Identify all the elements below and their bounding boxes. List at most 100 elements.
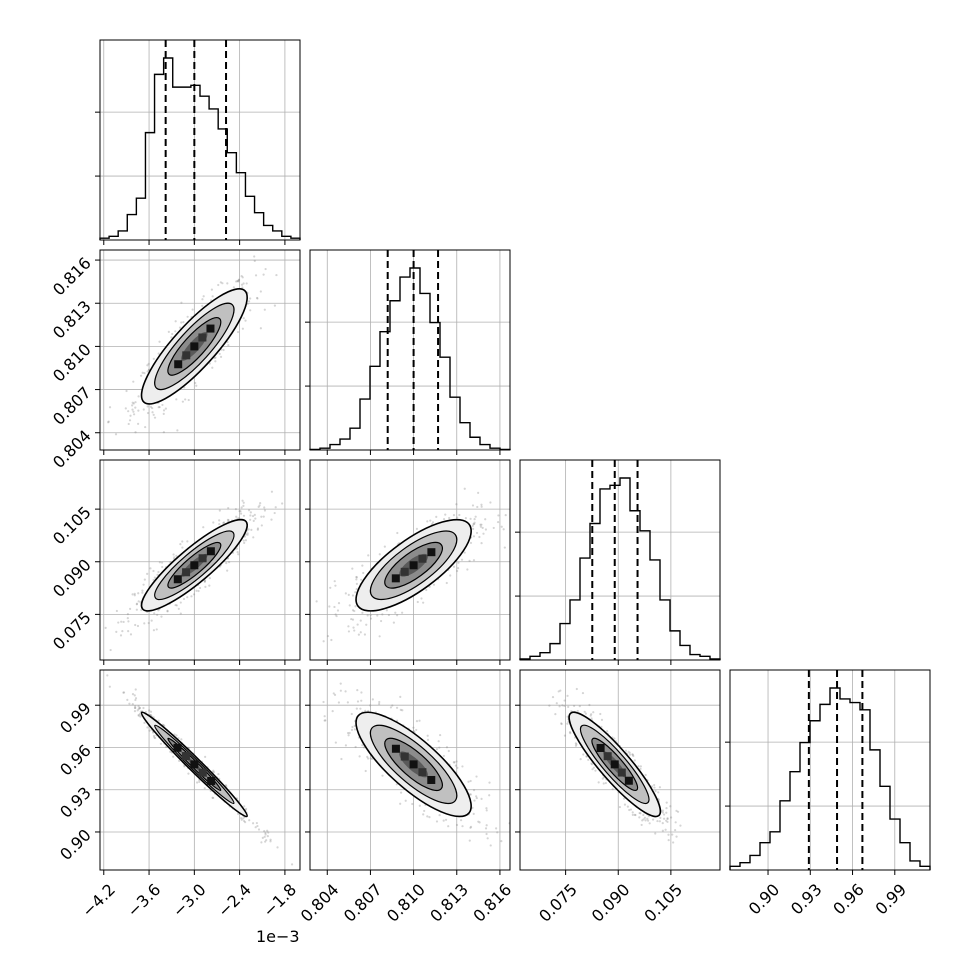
scatter-point — [422, 601, 425, 604]
y-tick-label: 0.075 — [49, 608, 95, 654]
scatter-point — [664, 828, 667, 831]
scatter-point — [671, 833, 674, 836]
scatter-point — [469, 793, 472, 796]
density-peak-cell — [181, 752, 190, 761]
scatter-point — [262, 273, 265, 276]
scatter-point — [366, 757, 370, 760]
scatter-point — [153, 736, 156, 739]
scatter-point — [240, 818, 243, 821]
scatter-point — [356, 700, 360, 703]
scatter-point — [479, 523, 482, 526]
scatter-point — [503, 546, 506, 549]
scatter-point — [203, 580, 206, 584]
scatter-point — [389, 706, 393, 709]
scatter-point — [203, 579, 206, 583]
scatter-point — [453, 761, 456, 764]
scatter-point — [350, 728, 354, 731]
scatter-point — [459, 819, 463, 822]
scatter-point — [399, 708, 402, 711]
scatter-point — [583, 710, 586, 713]
density-peak-cell — [391, 574, 400, 583]
scatter-point — [107, 420, 110, 423]
scatter-point — [240, 817, 243, 820]
scatter-point — [254, 826, 257, 829]
scatter-point — [401, 611, 404, 614]
scatter-point — [366, 614, 369, 617]
scatter-point — [339, 682, 342, 685]
scatter-point — [177, 607, 180, 610]
scatter-point — [347, 625, 350, 628]
scatter-point — [472, 527, 475, 530]
scatter-point — [336, 609, 340, 612]
scatter-point — [640, 823, 643, 827]
scatter-point — [563, 734, 567, 737]
scatter-point — [385, 609, 388, 612]
histogram-panel-frame — [309, 249, 511, 451]
scatter-point — [480, 505, 483, 508]
scatter-point — [237, 280, 240, 283]
scatter-point — [669, 805, 672, 808]
scatter-point — [157, 719, 160, 722]
scatter-point — [132, 410, 135, 413]
scatter-point — [134, 697, 138, 700]
scatter-point — [242, 514, 246, 517]
density-peak-cell — [400, 567, 409, 576]
scatter-point — [333, 693, 337, 697]
scatter-point — [482, 532, 485, 535]
scatter-point — [256, 527, 260, 530]
scatter-point — [350, 712, 353, 716]
scatter-point — [138, 707, 141, 710]
scatter-point — [480, 542, 483, 545]
scatter-point — [239, 512, 243, 515]
y-tick-label: 0.105 — [49, 503, 95, 549]
scatter-point — [463, 551, 466, 554]
scatter-point — [439, 733, 442, 737]
scatter-point — [270, 490, 274, 493]
scatter-point — [471, 504, 475, 507]
density-peak-cell — [174, 360, 183, 369]
scatter-point — [227, 506, 230, 510]
scatter-point — [611, 788, 614, 791]
scatter-point — [590, 717, 593, 720]
scatter-point — [359, 631, 362, 634]
scatter-point — [504, 514, 507, 517]
scatter-point — [674, 821, 677, 824]
scatter-point — [133, 710, 137, 713]
scatter-point — [273, 511, 276, 515]
scatter-point — [175, 604, 178, 607]
scatter-point — [176, 429, 179, 432]
scatter-point — [442, 754, 446, 758]
scatter-point — [186, 315, 189, 318]
scatter-point — [323, 719, 326, 722]
panel-1-3 — [322, 682, 510, 847]
scatter-point — [179, 612, 182, 615]
y-tick-label: 0.90 — [56, 825, 95, 864]
scatter-point — [114, 433, 118, 436]
scatter-point — [161, 565, 164, 569]
scatter-point — [126, 617, 129, 620]
scatter-point — [140, 608, 143, 612]
scatter-point — [567, 705, 570, 708]
scatter-point — [662, 817, 666, 820]
scatter-point — [212, 770, 216, 774]
scatter-point — [348, 604, 351, 607]
scatter-point — [131, 703, 134, 706]
scatter-point — [267, 831, 270, 834]
scatter-point — [574, 744, 578, 747]
histogram-step-line — [729, 687, 931, 870]
scatter-point — [426, 815, 429, 818]
scatter-point — [585, 755, 588, 758]
scatter-point — [602, 782, 605, 785]
scatter-point — [566, 722, 569, 725]
scatter-point — [251, 514, 255, 518]
scatter-point — [134, 431, 137, 434]
scatter-point — [240, 283, 244, 286]
scatter-point — [241, 276, 244, 279]
scatter-point — [290, 863, 294, 866]
scatter-point — [152, 629, 156, 632]
x-tick-label: 0.105 — [640, 880, 686, 926]
panel-0-2 — [104, 490, 284, 652]
scatter-point — [195, 384, 198, 387]
scatter-point — [236, 279, 239, 283]
scatter-point — [355, 582, 358, 585]
